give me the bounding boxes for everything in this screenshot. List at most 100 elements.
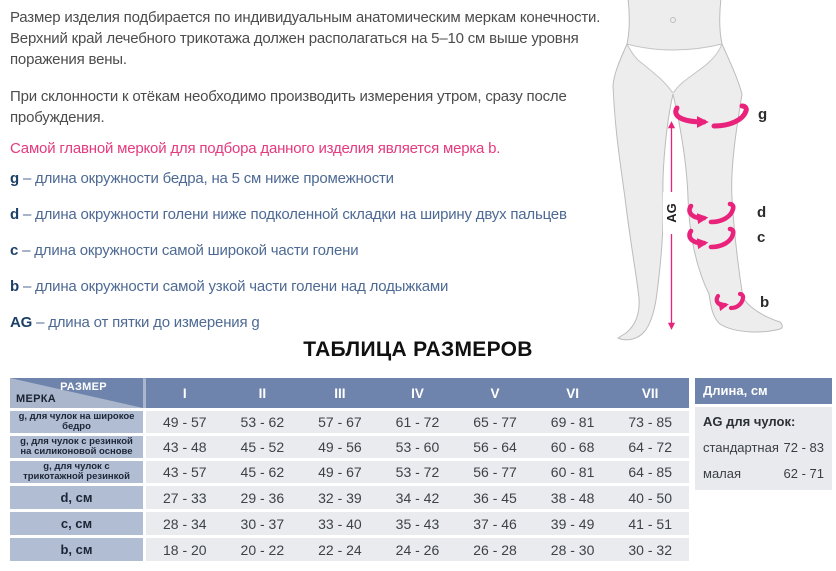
ag-label: AG bbox=[664, 203, 679, 223]
size-table-header-row: РАЗМЕР МЕРКА I II III IV V VI VII bbox=[10, 378, 689, 408]
size-cell: 53 - 72 bbox=[378, 461, 457, 483]
size-cell: 38 - 48 bbox=[533, 486, 612, 509]
size-cell: 56 - 77 bbox=[456, 461, 534, 483]
size-cell: 57 - 67 bbox=[301, 411, 379, 433]
c-label: c bbox=[757, 229, 765, 246]
table-row: c, см 28 - 34 30 - 37 33 - 40 35 - 43 37… bbox=[10, 512, 689, 535]
size-cell: 53 - 62 bbox=[223, 411, 302, 433]
size-cell: 64 - 85 bbox=[611, 461, 689, 483]
size-cell: 27 - 33 bbox=[146, 486, 224, 509]
size-cell: 61 - 72 bbox=[378, 411, 457, 433]
size-cell: 30 - 37 bbox=[223, 512, 302, 535]
ag-measure-line: AG bbox=[663, 121, 680, 330]
diagram-labels: g d c b bbox=[757, 106, 769, 311]
table-row: g, для чулок на широкое бедро 49 - 57 53… bbox=[10, 411, 689, 433]
measurement-definition-c: c – длина окружности самой широкой части… bbox=[10, 241, 616, 261]
size-cell: 28 - 30 bbox=[533, 538, 612, 561]
size-cell: 73 - 85 bbox=[611, 411, 689, 433]
size-cell: 41 - 51 bbox=[611, 512, 689, 535]
size-cell: 36 - 45 bbox=[456, 486, 534, 509]
length-panel: Длина, см AG для чулок: стандартная 72 -… bbox=[695, 378, 832, 490]
size-cell: 24 - 26 bbox=[378, 538, 457, 561]
table-corner-cell: РАЗМЕР МЕРКА bbox=[10, 378, 146, 408]
size-cell: 49 - 56 bbox=[301, 436, 379, 458]
measurement-key: b bbox=[10, 278, 19, 295]
size-cell: 60 - 68 bbox=[533, 436, 612, 458]
size-cell: 64 - 72 bbox=[611, 436, 689, 458]
size-cell: 49 - 67 bbox=[301, 461, 379, 483]
corner-size-label: РАЗМЕР bbox=[60, 381, 107, 393]
measurement-text: – длина окружности самой широкой части г… bbox=[22, 242, 359, 259]
measurement-text: – длина окружности бедра, на 5 см ниже п… bbox=[22, 170, 394, 187]
size-cell: 45 - 62 bbox=[223, 461, 302, 483]
row-label: b, см bbox=[10, 538, 146, 561]
d-label: d bbox=[757, 204, 766, 221]
measurement-definition-d: d – длина окружности голени ниже подколе… bbox=[10, 205, 616, 225]
measurement-text: – длина окружности голени ниже подколенн… bbox=[22, 206, 567, 223]
measurement-text: – длина окружности самой узкой части гол… bbox=[22, 278, 449, 295]
measurement-key: d bbox=[10, 206, 19, 223]
size-cell: 49 - 57 bbox=[146, 411, 224, 433]
size-column-header: III bbox=[301, 378, 379, 408]
size-cell: 34 - 42 bbox=[378, 486, 457, 509]
row-label: g, для чулок на широкое бедро bbox=[10, 411, 146, 433]
measurement-definition-g: g – длина окружности бедра, на 5 см ниже… bbox=[10, 169, 616, 189]
length-panel-body: AG для чулок: стандартная 72 - 83 малая … bbox=[695, 407, 832, 490]
size-cell: 26 - 28 bbox=[456, 538, 534, 561]
size-cell: 20 - 22 bbox=[223, 538, 302, 561]
size-cell: 33 - 40 bbox=[301, 512, 379, 535]
size-cell: 43 - 57 bbox=[146, 461, 224, 483]
measurement-key: g bbox=[10, 170, 19, 187]
b-arrow bbox=[714, 291, 746, 312]
size-cell: 45 - 52 bbox=[223, 436, 302, 458]
size-cell: 18 - 20 bbox=[146, 538, 224, 561]
table-row: g, для чулок с резинкой на силиконовой о… bbox=[10, 436, 689, 458]
measurement-key: c bbox=[10, 242, 19, 259]
row-label: c, см bbox=[10, 512, 146, 535]
size-cell: 69 - 81 bbox=[533, 411, 612, 433]
size-cell: 28 - 34 bbox=[146, 512, 224, 535]
b-label: b bbox=[760, 294, 769, 311]
g-label: g bbox=[758, 106, 767, 123]
size-column-header: V bbox=[456, 378, 534, 408]
length-row-label: малая bbox=[703, 466, 742, 481]
measurement-definition-ag: AG – длина от пятки до измерения g bbox=[10, 313, 616, 333]
size-cell: 40 - 50 bbox=[611, 486, 689, 509]
intro-text-block: Размер изделия подбирается по индивидуал… bbox=[10, 0, 616, 349]
body-silhouette bbox=[612, 0, 783, 341]
size-table-wrap: РАЗМЕР МЕРКА I II III IV V VI VII g, для… bbox=[10, 375, 689, 564]
table-row: g, для чулок с трикотажной резинкой 43 -… bbox=[10, 461, 689, 483]
intro-paragraph-2: При склонности к отёкам необходимо произ… bbox=[10, 88, 567, 126]
size-table: РАЗМЕР МЕРКА I II III IV V VI VII g, для… bbox=[10, 375, 689, 564]
size-cell: 65 - 77 bbox=[456, 411, 534, 433]
length-row-standard: стандартная 72 - 83 bbox=[703, 440, 824, 455]
g-arrow bbox=[673, 103, 749, 129]
row-label: g, для чулок с трикотажной резинкой bbox=[10, 461, 146, 483]
length-row-value: 72 - 83 bbox=[783, 440, 824, 455]
size-cell: 56 - 64 bbox=[456, 436, 534, 458]
table-row: d, см 27 - 33 29 - 36 32 - 39 34 - 42 36… bbox=[10, 486, 689, 509]
length-row-small: малая 62 - 71 bbox=[703, 466, 824, 481]
circumference-arrows bbox=[673, 103, 749, 312]
size-column-header: I bbox=[146, 378, 224, 408]
size-cell: 32 - 39 bbox=[301, 486, 379, 509]
measurement-definitions: g – длина окружности бедра, на 5 см ниже… bbox=[10, 169, 616, 333]
length-row-value: 62 - 71 bbox=[783, 466, 824, 481]
measurement-key: AG bbox=[10, 314, 33, 331]
intro-paragraph-1: Размер изделия подбирается по индивидуал… bbox=[10, 9, 601, 68]
size-cell: 39 - 49 bbox=[533, 512, 612, 535]
size-column-header: VI bbox=[533, 378, 612, 408]
c-arrow bbox=[687, 226, 736, 250]
size-column-header: II bbox=[223, 378, 302, 408]
measurement-text: – длина от пятки до измерения g bbox=[36, 314, 260, 331]
size-column-header: IV bbox=[378, 378, 457, 408]
size-cell: 60 - 81 bbox=[533, 461, 612, 483]
size-cell: 29 - 36 bbox=[223, 486, 302, 509]
size-cell: 30 - 32 bbox=[611, 538, 689, 561]
size-cell: 37 - 46 bbox=[456, 512, 534, 535]
panty-shape bbox=[626, 43, 723, 93]
key-measurement-note: Самой главной меркой для подбора данного… bbox=[10, 140, 501, 157]
navel bbox=[670, 17, 676, 23]
length-panel-subtitle: AG для чулок: bbox=[703, 414, 796, 429]
